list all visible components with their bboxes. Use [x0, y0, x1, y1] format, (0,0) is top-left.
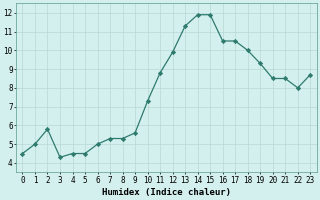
X-axis label: Humidex (Indice chaleur): Humidex (Indice chaleur): [102, 188, 231, 197]
